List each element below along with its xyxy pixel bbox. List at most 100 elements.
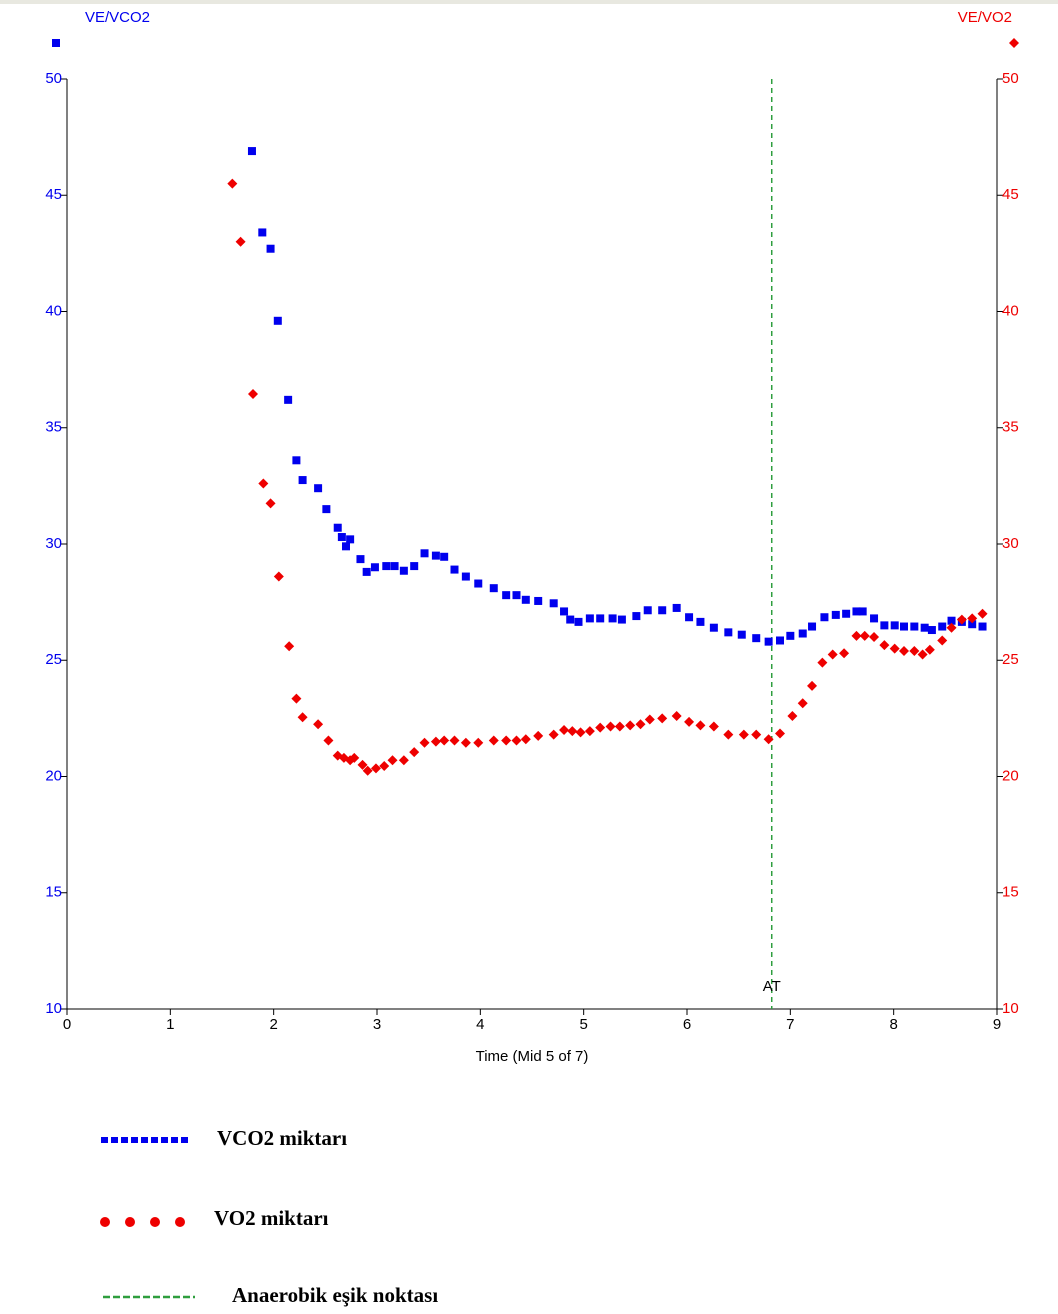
point [839,648,850,659]
y-tick-label: 50 [45,70,62,87]
y2-tick-label: 35 [1002,419,1019,436]
point [764,637,773,646]
point [398,755,409,766]
x-tick-label: 0 [63,1016,71,1033]
point [431,551,440,560]
x-tick-label: 4 [476,1016,484,1033]
point [696,617,705,626]
point [890,621,899,630]
y-axis-title: VE/VCO2 [85,9,150,26]
x-tick-label: 7 [786,1016,794,1033]
x-tick-label: 8 [889,1016,897,1033]
point [751,729,762,740]
point [247,147,256,156]
point [409,747,420,758]
point [946,622,957,633]
x-axis-title: Time (Mid 5 of 7) [476,1048,589,1065]
y2-tick-label: 15 [1002,884,1019,901]
point [870,614,879,623]
point [938,622,947,631]
y-tick-label: 35 [45,419,62,436]
legend-swatch [161,1137,168,1143]
point [313,719,324,730]
point [362,567,371,576]
point [502,591,511,600]
point [284,395,293,404]
point [827,649,838,660]
point [947,616,956,625]
legend-label: VCO2 miktarı [217,1126,347,1150]
x-tick-label: 3 [373,1016,381,1033]
point [521,595,530,604]
y-tick-label: 25 [45,651,62,668]
point [737,630,746,639]
point [605,721,616,732]
point [596,614,605,623]
y-tick-label: 10 [45,1000,62,1017]
point [920,623,929,632]
point [512,591,521,600]
point [450,565,459,574]
point [879,640,890,651]
point [291,693,302,704]
point [549,599,558,608]
legend-swatch [141,1137,148,1143]
legend-swatch [125,1217,135,1227]
point [910,622,919,631]
x-tick-label: 6 [683,1016,691,1033]
point [658,606,667,615]
axis-marker [52,39,60,47]
point [566,615,575,624]
point [787,711,798,722]
y2-tick-label: 30 [1002,535,1019,552]
y2-axis-title: VE/VO2 [958,9,1012,26]
point [449,735,460,746]
point [924,644,935,655]
point [473,737,484,748]
point [560,607,569,616]
legend-swatch [175,1217,185,1227]
point [235,236,246,247]
y2-tick-label: 20 [1002,767,1019,784]
legend-label: Anaerobik eşik noktası [232,1283,438,1307]
point [460,737,471,748]
point [709,623,718,632]
point [937,635,948,646]
point [399,566,408,575]
point [333,523,342,532]
point [775,728,785,739]
point [258,228,267,237]
point [695,720,706,731]
point [410,562,419,571]
point [511,735,522,746]
point [671,711,682,722]
y-tick-label: 40 [45,302,62,319]
point [420,549,429,558]
point [298,476,307,485]
point [387,755,398,766]
point [643,606,652,615]
point [440,552,449,561]
legend-swatch [171,1137,178,1143]
point [776,636,784,645]
point [534,596,543,605]
point [967,613,978,624]
point [632,612,641,621]
point [439,735,450,746]
point [323,735,334,746]
point [284,641,295,652]
y2-tick-label: 50 [1002,70,1019,87]
point [917,649,928,660]
point [273,316,282,325]
point [362,765,373,776]
point [831,610,840,619]
y2-tick-label: 40 [1002,302,1019,319]
y2-tick-label: 10 [1002,1000,1019,1017]
point [258,478,269,489]
point [842,609,851,618]
point [899,645,909,656]
point [708,721,719,732]
y2-tick-label: 25 [1002,651,1019,668]
point [968,620,977,629]
